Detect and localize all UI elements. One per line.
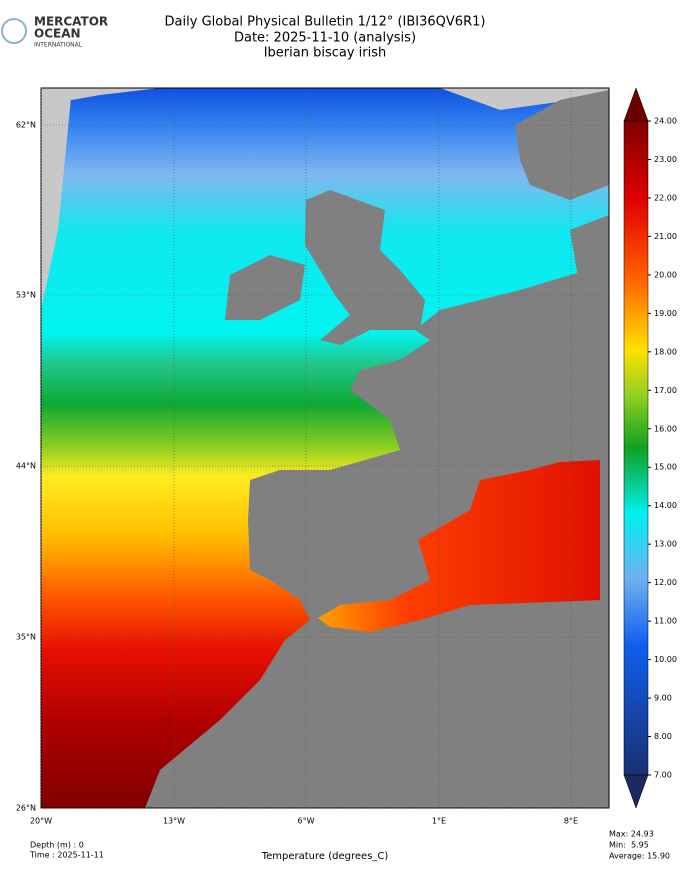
lat-label: 44°N [16,462,36,471]
colorbar-tick-label: 15.00 [654,463,677,472]
colorbar-tick-label: 16.00 [654,424,677,433]
lat-label: 53°N [16,291,36,300]
land [515,90,609,200]
land [305,190,425,345]
colorbar-tick-label: 11.00 [654,617,677,626]
colorbar-extend [623,87,649,122]
no-data [440,88,609,110]
colorbar-tick-label: 18.00 [654,347,677,356]
land [145,265,609,808]
colorbar-tick-label: 23.00 [654,155,677,164]
logo-text: MERCATOR [34,15,108,29]
colorbar-tick-label: 9.00 [654,694,672,703]
footer-text: Average: 15.90 [609,852,670,861]
colorbar-tick-label: 12.00 [654,578,677,587]
logo-icon [1,18,27,44]
colorbar-tick-label: 10.00 [654,655,677,664]
title: Daily Global Physical Bulletin 1/12° (IB… [165,15,486,30]
lon-label: 13°W [163,817,185,826]
colorbar-label: Temperature (degrees_C) [261,851,389,862]
lon-label: 1°E [432,817,446,826]
colorbar-tick-label: 22.00 [654,193,677,202]
sea [318,460,600,632]
colorbar-tick-label: 7.00 [654,771,672,780]
colorbar-tick-label: 14.00 [654,501,677,510]
colorbar-tick-label: 20.00 [654,270,677,279]
footer-text: Max: 24.93 [609,830,654,839]
colorbar-tick-label: 21.00 [654,232,677,241]
colorbar-tick-label: 13.00 [654,540,677,549]
colorbar-extend [623,774,649,809]
no-data [41,88,72,310]
lon-label: 8°E [564,817,578,826]
land [225,255,305,320]
lat-label: 35°N [16,633,36,642]
no-data [41,88,160,100]
logo-text: INTERNATIONAL [34,42,83,49]
lon-label: 20°W [30,817,52,826]
colorbar [623,87,649,809]
lat-label: 62°N [16,121,36,130]
footer-text: Time : 2025-11-11 [29,851,104,860]
lat-label: 26°N [16,804,36,813]
region: Iberian biscay irish [264,46,387,61]
colorbar-tick-label: 8.00 [654,732,672,741]
logo: MERCATOR OCEAN INTERNATIONAL [1,15,108,49]
colorbar-tick-label: 24.00 [654,117,677,126]
lon-label: 6°W [298,817,315,826]
logo-text: OCEAN [34,27,81,41]
footer-text: Min: 5.95 [609,841,649,850]
map [40,87,610,809]
footer-text: Depth (m) : 0 [30,841,84,850]
colorbar-tick-label: 19.00 [654,309,677,318]
date: Date: 2025-11-10 (analysis) [234,31,416,46]
colorbar-tick-label: 17.00 [654,386,677,395]
colorbar-bar [623,120,649,776]
